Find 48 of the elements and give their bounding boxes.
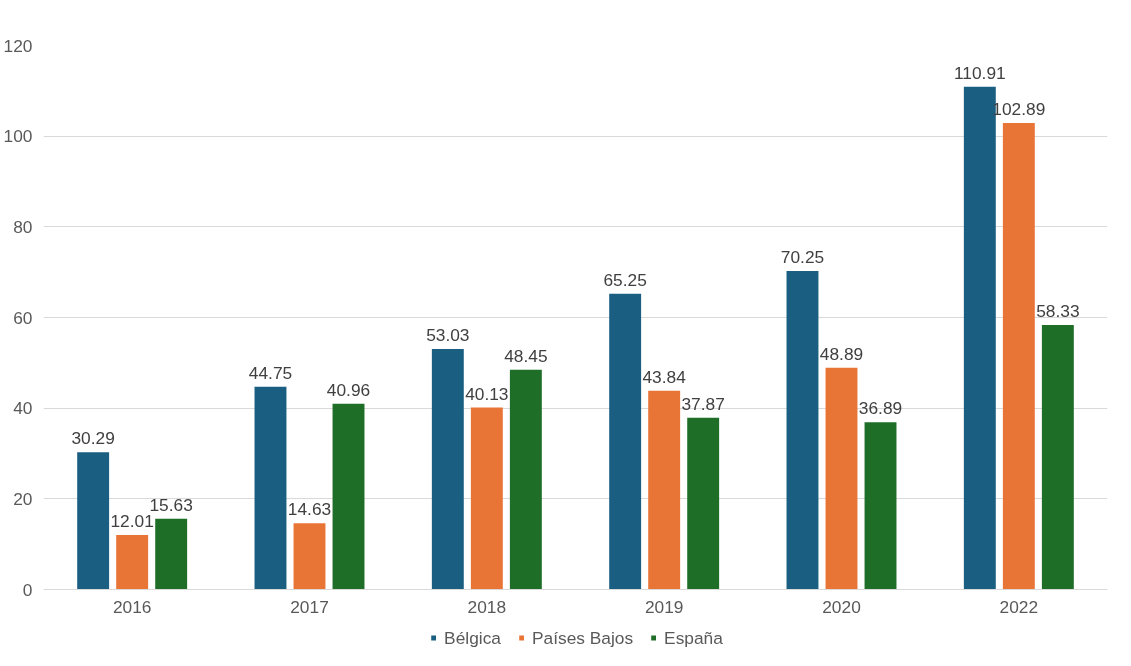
data-label: 53.03 (426, 325, 470, 346)
y-tick-label: 20 (13, 488, 33, 509)
data-label: 70.25 (780, 247, 825, 268)
x-tick-label: 2022 (999, 596, 1039, 617)
bar (431, 349, 464, 590)
legend-label: Bélgica (444, 627, 501, 648)
y-tick-label: 100 (3, 126, 33, 147)
bar (1041, 325, 1074, 590)
data-label: 14.63 (287, 499, 332, 520)
x-tick-label: 2017 (290, 596, 329, 617)
bar (1002, 123, 1035, 590)
bar (609, 293, 642, 590)
data-label: 40.96 (326, 379, 371, 400)
data-label: 44.75 (248, 362, 293, 383)
legend-label: Países Bajos (531, 627, 634, 648)
x-tick-label: 2020 (822, 596, 861, 617)
bar (864, 422, 897, 590)
data-label: 36.89 (858, 398, 903, 419)
bar (825, 367, 858, 590)
x-tick-label: 2018 (467, 596, 507, 617)
data-label: 40.13 (465, 383, 509, 404)
data-label: 37.87 (681, 393, 725, 414)
x-tick-label: 2019 (644, 596, 684, 617)
bar (332, 403, 365, 590)
bar (648, 390, 681, 590)
bar (509, 369, 542, 590)
bar (293, 523, 326, 590)
data-label: 30.29 (71, 428, 115, 449)
data-label: 58.33 (1036, 301, 1080, 322)
bar (155, 518, 188, 590)
bar (786, 271, 819, 590)
bar (116, 535, 149, 590)
bar (687, 417, 720, 590)
y-tick-label: 0 (22, 579, 33, 600)
legend-label: España (664, 627, 723, 648)
y-tick-label: 80 (13, 216, 33, 237)
bar (470, 407, 503, 590)
y-tick-label: 120 (3, 35, 33, 56)
data-label: 110.91 (953, 62, 1006, 83)
data-label: 48.89 (819, 343, 864, 364)
data-label: 48.45 (504, 345, 548, 366)
data-label: 65.25 (603, 269, 647, 290)
bar (254, 386, 287, 590)
data-label: 43.84 (642, 366, 687, 387)
y-tick-label: 40 (13, 398, 33, 419)
bar (77, 452, 110, 590)
x-tick-label: 2016 (112, 596, 152, 617)
y-tick-label: 60 (13, 307, 33, 328)
